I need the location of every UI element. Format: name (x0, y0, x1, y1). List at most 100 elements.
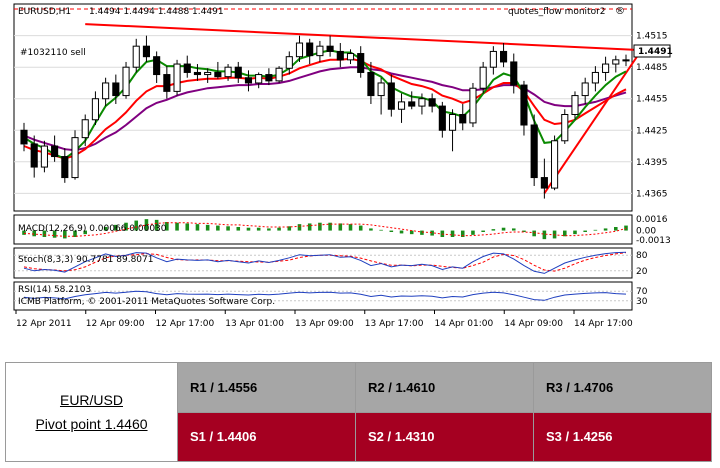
r2-value: R2 / 1.4610 (368, 379, 436, 395)
price-tick-label: 1.4515 (636, 32, 668, 42)
candle-body (479, 66, 487, 89)
candle-body (336, 50, 344, 61)
rsi-pane: RSI(14) 58.2103 ICMB Platform, © 2001-20… (13, 281, 648, 311)
r2-cell: R2 / 1.4610 (355, 362, 534, 413)
pivot-point-link[interactable]: Pivot point 1.4460 (35, 416, 148, 432)
ohlc-label: 1.4494 1.4494 1.4488 1.4491 (89, 7, 224, 17)
support-trendline (543, 54, 639, 194)
stoch-label: Stoch(8,3,3) 90.7781 89.8071 (18, 255, 153, 265)
macd-label: MACD(12,26,9) 0.00066 0.00030 (18, 224, 167, 234)
candle-body (387, 82, 395, 110)
time-tick-label: 12 Apr 2011 (16, 319, 72, 329)
candle-body (408, 101, 416, 107)
candle-body (306, 42, 314, 57)
macd-g-tick-label: 0.00 (636, 227, 656, 237)
s1-cell: S1 / 1.4406 (177, 411, 356, 462)
forex-chart: EURUSD,H1 1.4494 1.4494 1.4488 1.4491 qu… (0, 0, 720, 335)
candle-body (244, 77, 253, 84)
candle-body (418, 98, 426, 107)
candle-body (255, 74, 263, 84)
candle-body (40, 145, 48, 168)
copyright-label: ICMB Platform, © 2001-2011 MetaQuotes So… (18, 297, 275, 307)
candle-body (183, 63, 191, 73)
candle-body (204, 71, 212, 76)
rsi-label: RSI(14) 58.2103 (18, 285, 91, 295)
candle-body (561, 114, 569, 142)
candle-body (214, 71, 222, 78)
time-tick-label: 14 Apr 17:00 (574, 319, 633, 329)
price-tick-label: 1.4395 (636, 158, 668, 168)
candle-body (316, 45, 324, 57)
rsi-g-tick-label: 30 (636, 297, 648, 307)
rsi-g-tick-label: 70 (636, 287, 648, 297)
candle-body (591, 71, 599, 84)
candle-body (551, 140, 559, 189)
resistance-trendline (85, 23, 639, 51)
candle-body (622, 59, 630, 62)
candle-body (193, 71, 202, 76)
candle-body (571, 95, 579, 115)
candle-body (81, 119, 89, 139)
candle-body (326, 45, 334, 52)
price-tick-label: 1.4425 (636, 126, 668, 136)
candle-body (448, 114, 457, 131)
candle-body (438, 105, 446, 131)
macd-g-tick-label: -0.0013 (636, 236, 671, 246)
candle-body (530, 124, 538, 179)
candle-body (612, 59, 620, 65)
candle-body (540, 177, 548, 189)
candle-body (499, 50, 508, 63)
symbol-label: EURUSD,H1 (18, 7, 71, 17)
time-tick-label: 14 Apr 09:00 (504, 319, 563, 329)
chart-background (0, 0, 720, 335)
stoch-pane: Stoch(8,3,3) 90.7781 89.8071 80 20 (13, 247, 648, 279)
candle-body (173, 63, 181, 92)
candle-body (459, 114, 467, 124)
stoch-g-tick-label: 20 (636, 267, 648, 277)
pair-link[interactable]: EUR/USD (59, 392, 123, 408)
candle-body (275, 67, 283, 82)
candle-body (602, 63, 610, 73)
macd-g-tick-label: 0.0016 (636, 215, 668, 225)
s2-cell: S2 / 1.4310 (355, 411, 534, 462)
candle-body (234, 66, 242, 79)
time-tick-label: 13 Apr 09:00 (295, 319, 354, 329)
r3-value: R3 / 1.4706 (546, 379, 614, 395)
candle-body (20, 129, 28, 145)
s3-cell: S3 / 1.4256 (533, 411, 712, 462)
s2-value: S2 / 1.4310 (368, 429, 435, 445)
candle-body (520, 84, 528, 126)
settings-icon[interactable]: ® (615, 6, 625, 17)
candle-body (367, 71, 375, 97)
rsi-line (23, 290, 627, 301)
candle-body (295, 42, 304, 58)
candle-body (142, 45, 151, 58)
candle-body (30, 143, 38, 168)
s3-value: S3 / 1.4256 (546, 429, 613, 445)
candle-body (61, 156, 69, 179)
current-price-box (633, 44, 671, 58)
candle-body (71, 137, 79, 179)
candle-body (510, 61, 518, 86)
candle-body (397, 101, 406, 110)
stoch-k-line (23, 251, 627, 274)
watermark-label: quotes_flow monitor2 (508, 7, 606, 17)
candle-body (377, 82, 385, 97)
stoch-g-tick-label: 80 (636, 251, 648, 261)
candle-body (132, 45, 140, 68)
order-label: #1032110 sell (20, 48, 86, 58)
rsi-pane-border (13, 281, 633, 311)
r1-value: R1 / 1.4556 (190, 379, 258, 395)
macd-pane-border (13, 214, 633, 245)
candle-body (581, 82, 589, 97)
pair-cell: EUR/USD Pivot point 1.4460 (5, 362, 178, 462)
macd-pane: MACD(12,26,9) 0.00066 0.00030 0.0016 0.00… (13, 214, 671, 246)
s1-value: S1 / 1.4406 (190, 429, 257, 445)
candle-body (112, 82, 120, 97)
candle-body (102, 82, 110, 100)
price-pane: EURUSD,H1 1.4494 1.4494 1.4488 1.4491 qu… (13, 3, 673, 212)
candle-body (265, 74, 273, 82)
candle-body (163, 74, 171, 92)
r3-cell: R3 / 1.4706 (533, 362, 712, 413)
candle-body (489, 50, 497, 68)
